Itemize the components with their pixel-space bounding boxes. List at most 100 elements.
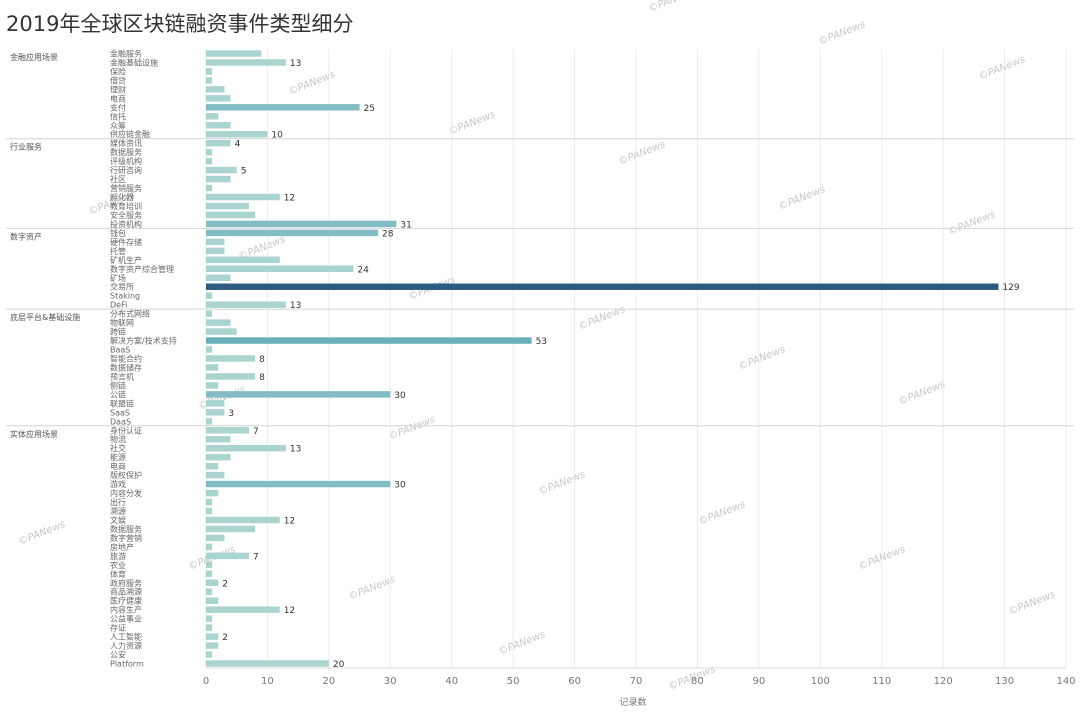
category-label: 存证 xyxy=(110,623,126,633)
bar xyxy=(206,193,280,201)
bar xyxy=(206,436,231,443)
category-label: 金融服务 xyxy=(110,48,142,58)
x-tick-label: 70 xyxy=(630,676,643,687)
bar xyxy=(206,157,213,165)
category-label: 评级机构 xyxy=(110,156,142,166)
category-label: DeFi xyxy=(110,301,127,310)
x-tick-label: 80 xyxy=(691,676,704,687)
bar xyxy=(206,597,219,604)
bar xyxy=(206,166,237,174)
category-label: 金融基础设施 xyxy=(110,57,158,67)
category-label: 侧链 xyxy=(110,380,126,390)
group-label: 数字资产 xyxy=(10,231,42,241)
category-label: 信托 xyxy=(110,111,126,121)
data-label: 53 xyxy=(536,337,547,347)
category-label: 电商 xyxy=(110,461,126,471)
data-label: 24 xyxy=(357,265,369,275)
category-label: 公安 xyxy=(110,650,126,660)
group-label: 行业服务 xyxy=(10,142,42,152)
bar xyxy=(206,346,213,353)
x-tick-label: 10 xyxy=(261,676,274,687)
bar xyxy=(206,355,256,362)
category-label: 政府服务 xyxy=(110,578,142,588)
category-label: 数字营销 xyxy=(110,533,142,543)
x-tick-label: 60 xyxy=(568,676,581,687)
bar xyxy=(206,516,280,524)
watermark-text: ©PANews xyxy=(1007,589,1057,618)
x-tick-label: 50 xyxy=(507,676,520,687)
category-label: 物流 xyxy=(110,434,126,444)
watermark-text: ©PANews xyxy=(737,344,787,373)
category-label: 矿机生产 xyxy=(110,255,142,265)
bar xyxy=(206,202,249,210)
bar xyxy=(206,498,213,506)
category-label: 医疗健康 xyxy=(110,596,142,606)
bar xyxy=(206,391,391,398)
category-label: 借贷 xyxy=(110,75,126,85)
data-label: 3 xyxy=(228,409,234,419)
bar xyxy=(206,418,213,425)
bar xyxy=(206,220,397,228)
bar xyxy=(206,148,213,156)
category-label: 分布式网络 xyxy=(110,309,150,319)
data-label: 13 xyxy=(290,445,301,455)
data-label: 7 xyxy=(253,552,259,562)
x-tick-label: 140 xyxy=(1056,676,1075,687)
category-label: 内容生产 xyxy=(110,605,142,615)
watermark-text: ©PANews xyxy=(647,0,697,15)
bar xyxy=(206,382,219,389)
bar xyxy=(206,642,219,649)
bar xyxy=(206,624,213,631)
bar xyxy=(206,247,225,255)
bar xyxy=(206,489,219,497)
bar xyxy=(206,256,280,264)
watermark-text: ©PANews xyxy=(387,414,437,443)
data-label: 28 xyxy=(382,229,394,239)
category-label: DaaS xyxy=(110,417,131,426)
category-label: 房地产 xyxy=(110,542,134,552)
category-label: 数据服务 xyxy=(110,147,142,157)
data-label: 129 xyxy=(1002,283,1019,293)
watermark-text: ©PANews xyxy=(497,629,547,658)
category-label: 钱包 xyxy=(110,228,126,238)
bar xyxy=(206,122,231,129)
x-axis: 0 10 20 30 40 50 60 70 80 90 100 110 120 130 140 xyxy=(203,667,1076,687)
data-label: 2 xyxy=(222,579,228,589)
data-label: 12 xyxy=(284,194,295,204)
bar xyxy=(206,113,219,120)
category-label: 供应链金融 xyxy=(110,129,150,139)
category-label: 公链 xyxy=(110,389,126,399)
data-label: 8 xyxy=(259,355,265,365)
data-label: 30 xyxy=(394,481,406,491)
watermark-text: ©PANews xyxy=(447,109,497,138)
category-label: 社区 xyxy=(110,174,126,184)
bar xyxy=(206,139,231,147)
bar xyxy=(206,301,286,308)
x-tick-label: 40 xyxy=(445,676,458,687)
watermark-text: ©PANews xyxy=(537,469,587,498)
watermark-text: ©PANews xyxy=(897,379,947,408)
bar xyxy=(206,364,219,371)
bar xyxy=(206,453,231,461)
category-label: 交易所 xyxy=(110,282,134,292)
bar xyxy=(206,229,378,237)
bar xyxy=(206,50,262,57)
category-label: 能源 xyxy=(110,452,126,462)
x-axis-title: 记录数 xyxy=(619,696,646,708)
gridlines xyxy=(205,49,1067,668)
bar xyxy=(206,588,213,595)
category-label: Staking xyxy=(110,292,140,301)
bar xyxy=(206,400,225,407)
group-label: 底层平台&基础设施 xyxy=(10,312,80,322)
bar xyxy=(206,328,237,335)
bar xyxy=(206,310,213,317)
bar xyxy=(206,633,219,640)
data-label: 8 xyxy=(259,373,265,383)
x-tick-label: 100 xyxy=(811,676,830,687)
bar xyxy=(206,409,225,416)
category-label: 保险 xyxy=(110,66,126,76)
category-label: 安全服务 xyxy=(110,210,142,220)
data-label: 5 xyxy=(241,167,247,177)
watermark-text: ©PANews xyxy=(777,184,827,213)
